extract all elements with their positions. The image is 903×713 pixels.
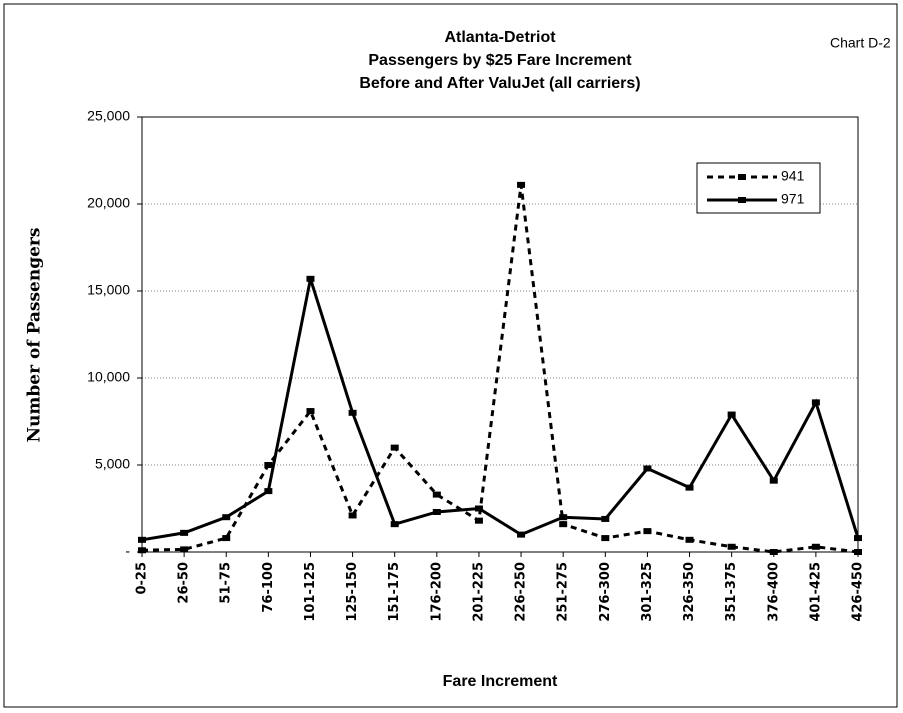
point-marker xyxy=(348,512,357,519)
point-marker xyxy=(474,517,483,524)
point-marker xyxy=(138,536,146,543)
point-marker xyxy=(854,535,862,542)
point-marker xyxy=(811,543,820,550)
point-marker xyxy=(685,536,694,543)
point-marker xyxy=(601,535,610,542)
y-tick-label: 20,000 xyxy=(87,195,130,211)
point-marker xyxy=(643,528,652,535)
point-marker xyxy=(264,462,273,468)
point-marker xyxy=(138,547,146,554)
legend-marker xyxy=(738,174,746,180)
point-marker xyxy=(685,484,694,491)
point-marker xyxy=(854,549,862,555)
x-tick-label: 226-250 xyxy=(514,562,529,622)
point-marker xyxy=(769,477,778,484)
legend-box xyxy=(696,162,821,214)
point-marker xyxy=(390,444,399,451)
point-marker xyxy=(517,531,526,538)
legend-label: 971 xyxy=(781,191,805,207)
x-tick-label: 76-100 xyxy=(261,562,276,613)
x-axis-label: Fare Increment xyxy=(443,673,558,690)
point-marker xyxy=(306,408,315,415)
x-tick-label: 26-50 xyxy=(177,562,192,604)
chart-title: Atlanta-Detriot xyxy=(444,29,556,46)
y-tick-label: 25,000 xyxy=(87,108,130,124)
x-tick-label: 51-75 xyxy=(219,562,234,604)
y-tick-label: 10,000 xyxy=(87,369,130,385)
point-marker xyxy=(180,546,189,553)
point-marker xyxy=(559,514,568,521)
x-tick-label: 151-175 xyxy=(387,562,402,622)
x-tick-label: 125-150 xyxy=(345,562,360,622)
x-tick-label: 426-450 xyxy=(851,562,866,622)
point-marker xyxy=(390,521,399,528)
chart-title: Before and After ValuJet (all carriers) xyxy=(359,75,640,92)
y-tick-label: - xyxy=(125,543,130,559)
legend-label: 941 xyxy=(781,168,805,184)
chart-title: Passengers by $25 Fare Increment xyxy=(368,52,632,69)
x-tick-label: 376-400 xyxy=(766,562,781,622)
point-marker xyxy=(180,529,189,536)
point-marker xyxy=(601,515,610,522)
point-marker xyxy=(517,181,526,188)
x-tick-label: 326-350 xyxy=(682,562,697,622)
chart-frame xyxy=(3,3,898,708)
x-tick-label: 0-25 xyxy=(135,562,150,595)
point-marker xyxy=(727,543,736,550)
point-marker xyxy=(264,488,273,495)
x-tick-label: 351-375 xyxy=(724,562,739,622)
point-marker xyxy=(769,549,778,555)
point-marker xyxy=(306,275,315,282)
point-marker xyxy=(222,514,231,521)
x-tick-label: 101-125 xyxy=(303,562,318,622)
x-tick-label: 251-275 xyxy=(556,562,571,622)
y-tick-label: 15,000 xyxy=(87,282,130,298)
point-marker xyxy=(559,521,568,528)
point-marker xyxy=(432,508,441,515)
point-marker xyxy=(348,409,357,416)
y-tick-label: 5,000 xyxy=(95,456,130,472)
x-tick-label: 301-325 xyxy=(640,562,655,622)
point-marker xyxy=(811,399,820,406)
x-tick-label: 176-200 xyxy=(429,562,444,622)
annotation: Chart D-2 xyxy=(830,35,891,51)
x-tick-label: 201-225 xyxy=(471,562,486,622)
legend-marker xyxy=(738,197,746,203)
x-tick-label: 276-300 xyxy=(598,562,613,622)
series-line xyxy=(141,184,859,554)
point-marker xyxy=(643,465,652,472)
series-line xyxy=(141,278,860,542)
plot-area xyxy=(141,116,859,553)
x-tick-label: 401-425 xyxy=(808,562,823,622)
point-marker xyxy=(727,411,736,418)
y-axis-label: Number of Passengers xyxy=(25,228,45,443)
point-marker xyxy=(432,491,441,498)
point-marker xyxy=(474,505,483,512)
point-marker xyxy=(222,535,231,542)
